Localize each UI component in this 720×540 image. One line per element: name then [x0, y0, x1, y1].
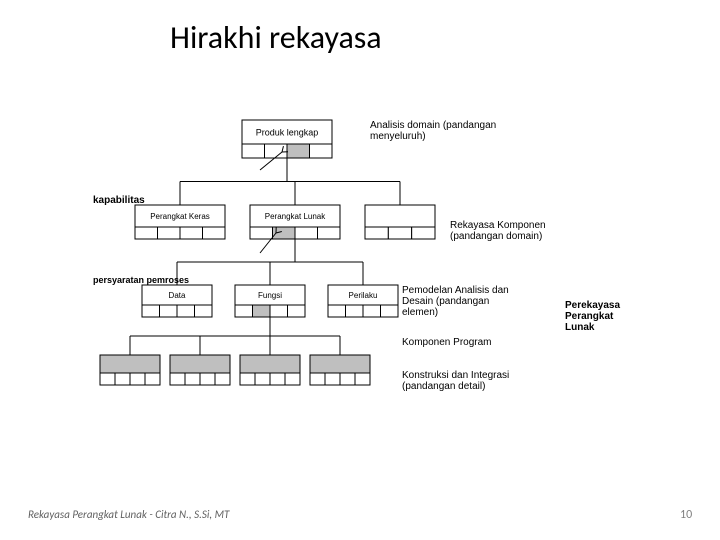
- svg-text:Perangkat Keras: Perangkat Keras: [150, 212, 210, 221]
- svg-text:Perangkat Lunak: Perangkat Lunak: [265, 212, 326, 221]
- svg-text:Produk lengkap: Produk lengkap: [256, 127, 319, 137]
- svg-text:Perilaku: Perilaku: [349, 291, 378, 300]
- hierarchy-diagram: Produk lengkap Perangkat Keras Perangkat L…: [0, 0, 720, 540]
- svg-text:Fungsi: Fungsi: [258, 291, 282, 300]
- svg-text:Data: Data: [169, 291, 186, 300]
